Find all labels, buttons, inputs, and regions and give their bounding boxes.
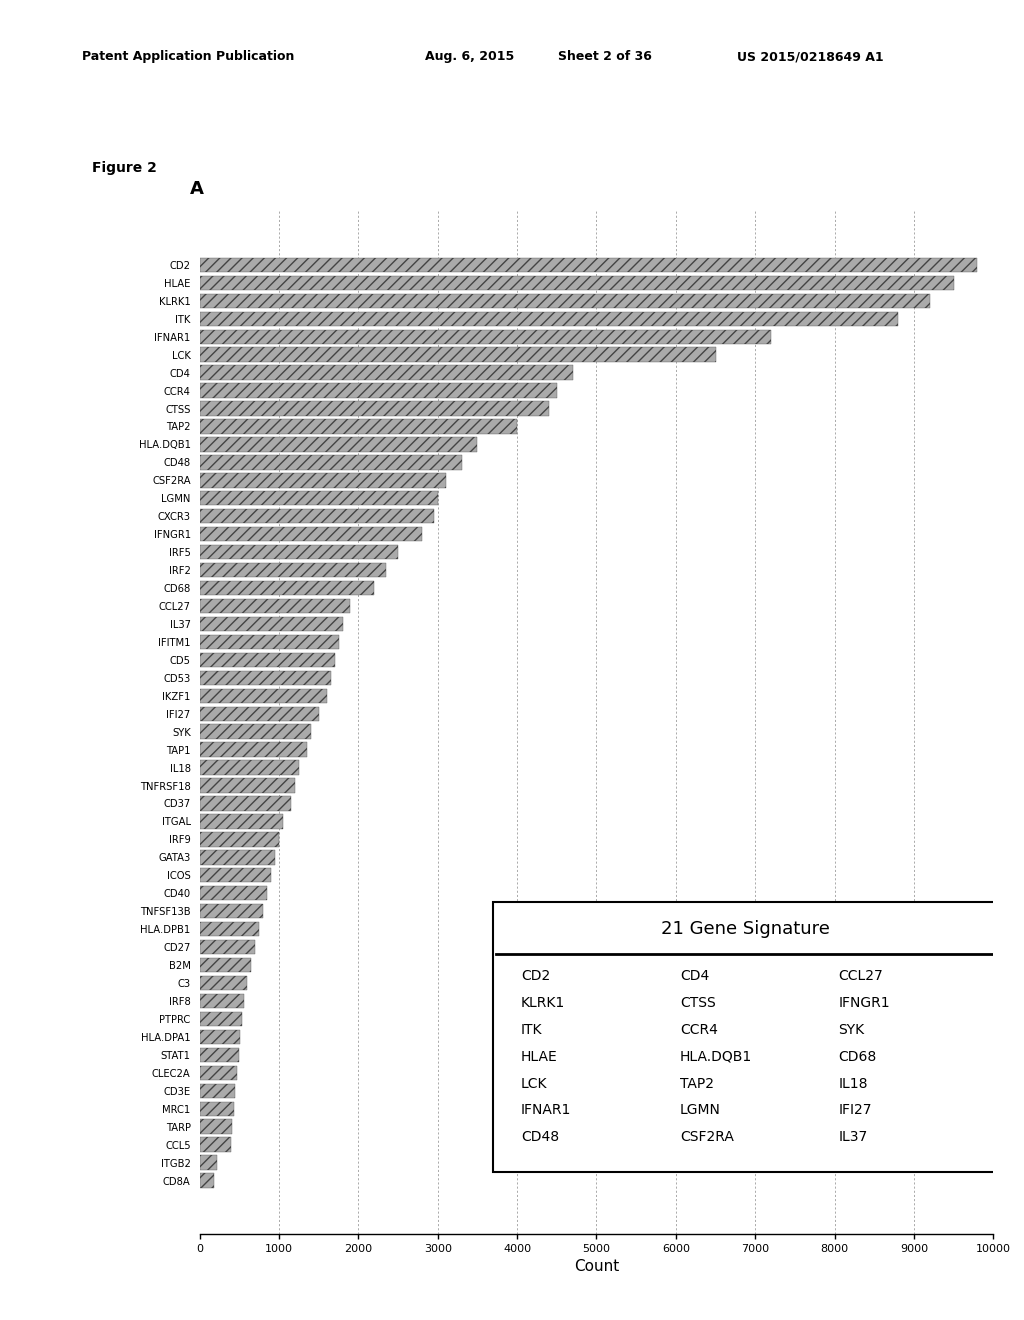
Text: 21 Gene Signature: 21 Gene Signature xyxy=(660,920,829,939)
Text: HLA.DQB1: HLA.DQB1 xyxy=(680,1049,752,1064)
Bar xyxy=(200,257,977,272)
Text: CD68: CD68 xyxy=(839,1049,877,1064)
Bar xyxy=(200,904,263,919)
Bar xyxy=(200,742,307,756)
Text: CD4: CD4 xyxy=(680,969,709,983)
Bar xyxy=(200,1065,237,1080)
Bar xyxy=(200,455,462,470)
Text: CCR4: CCR4 xyxy=(680,1023,718,1036)
Bar xyxy=(200,1119,232,1134)
Text: LCK: LCK xyxy=(521,1077,548,1090)
Bar xyxy=(200,562,386,577)
Bar xyxy=(200,921,259,936)
Bar xyxy=(200,366,572,380)
Text: IFNAR1: IFNAR1 xyxy=(521,1104,571,1118)
Bar xyxy=(200,671,331,685)
Bar xyxy=(200,779,295,793)
Text: CD48: CD48 xyxy=(521,1130,559,1144)
Text: CTSS: CTSS xyxy=(680,995,716,1010)
Bar xyxy=(200,437,477,451)
Bar xyxy=(200,1048,239,1063)
Text: HLAE: HLAE xyxy=(521,1049,558,1064)
Bar xyxy=(200,652,335,667)
Text: CSF2RA: CSF2RA xyxy=(680,1130,733,1144)
Bar xyxy=(200,1030,241,1044)
Text: IFI27: IFI27 xyxy=(839,1104,872,1118)
Bar xyxy=(200,599,350,614)
Bar xyxy=(200,814,283,829)
Text: CCL27: CCL27 xyxy=(839,969,884,983)
Bar xyxy=(494,903,997,1172)
Bar xyxy=(200,1173,214,1188)
Bar xyxy=(200,850,275,865)
Bar xyxy=(200,293,930,308)
Bar xyxy=(200,330,771,345)
Text: Aug. 6, 2015: Aug. 6, 2015 xyxy=(425,50,514,63)
Text: US 2015/0218649 A1: US 2015/0218649 A1 xyxy=(737,50,884,63)
Bar xyxy=(200,527,422,541)
Bar xyxy=(200,760,299,775)
Bar xyxy=(200,796,291,810)
Bar xyxy=(200,1011,242,1026)
Bar xyxy=(200,581,375,595)
Bar xyxy=(200,347,716,362)
Bar xyxy=(200,886,267,900)
Bar xyxy=(200,491,438,506)
Bar xyxy=(200,994,244,1008)
Text: Patent Application Publication: Patent Application Publication xyxy=(82,50,294,63)
Bar xyxy=(200,510,434,524)
Bar xyxy=(200,276,953,290)
Bar xyxy=(200,706,318,721)
Text: IL37: IL37 xyxy=(839,1130,867,1144)
Bar xyxy=(200,725,311,739)
Text: TAP2: TAP2 xyxy=(680,1077,714,1090)
X-axis label: Count: Count xyxy=(573,1259,620,1275)
Text: A: A xyxy=(189,180,204,198)
Bar xyxy=(200,1138,230,1152)
Bar xyxy=(200,473,445,487)
Bar xyxy=(200,312,898,326)
Bar xyxy=(200,1101,233,1115)
Bar xyxy=(200,1084,236,1098)
Bar xyxy=(200,545,398,560)
Bar xyxy=(200,1155,217,1170)
Bar xyxy=(200,635,339,649)
Text: Sheet 2 of 36: Sheet 2 of 36 xyxy=(558,50,652,63)
Bar xyxy=(200,975,248,990)
Bar xyxy=(200,832,279,846)
Text: ITK: ITK xyxy=(521,1023,543,1036)
Text: IFNGR1: IFNGR1 xyxy=(839,995,890,1010)
Text: LGMN: LGMN xyxy=(680,1104,721,1118)
Bar xyxy=(200,616,342,631)
Text: IL18: IL18 xyxy=(839,1077,868,1090)
Bar xyxy=(200,401,549,416)
Bar xyxy=(200,940,255,954)
Bar xyxy=(200,383,557,397)
Text: CD2: CD2 xyxy=(521,969,550,983)
Text: KLRK1: KLRK1 xyxy=(521,995,565,1010)
Bar xyxy=(200,958,251,973)
Bar xyxy=(200,869,271,883)
Bar xyxy=(200,420,517,434)
Text: SYK: SYK xyxy=(839,1023,864,1036)
Text: Figure 2: Figure 2 xyxy=(92,161,157,174)
Bar xyxy=(200,689,327,704)
